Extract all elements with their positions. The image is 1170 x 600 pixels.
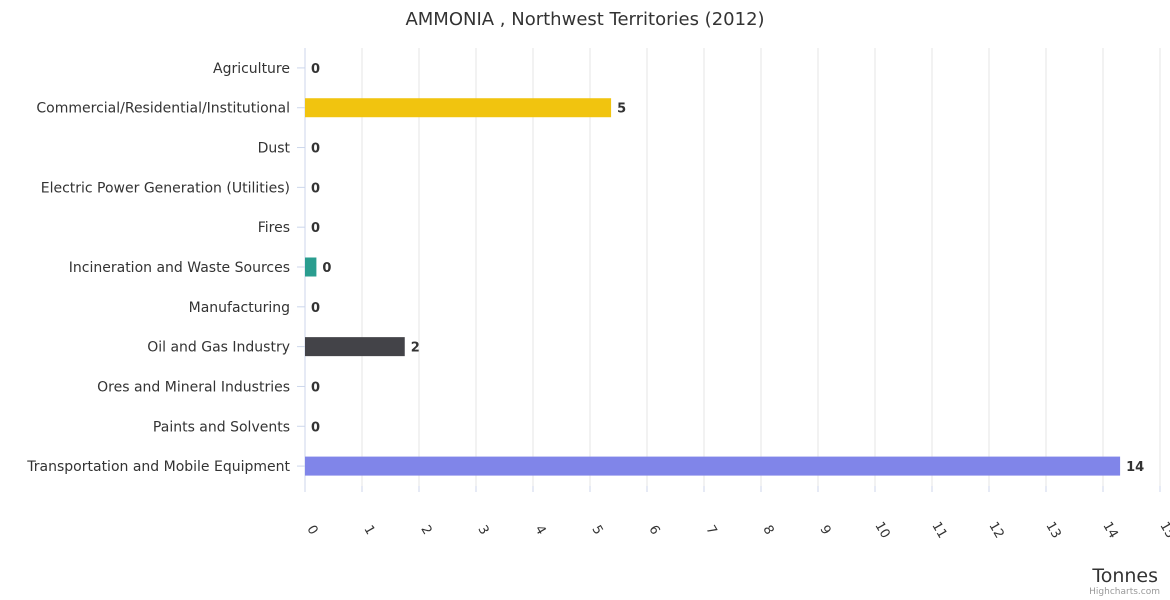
bar[interactable] (305, 337, 405, 357)
tick-label: 12 (985, 519, 1006, 541)
data-labels: 0 5 0 0 0 0 0 2 0 0 14 (311, 62, 1144, 475)
bars (305, 98, 1121, 476)
category-label: Manufacturing (189, 300, 290, 316)
category-label: Commercial/Residential/Institutional (36, 101, 290, 117)
data-label: 5 (617, 102, 626, 117)
data-label: 0 (311, 142, 320, 157)
tick-label: 8 (759, 523, 776, 538)
tick-label: 2 (417, 523, 434, 538)
tick-label: 14 (1099, 519, 1120, 541)
bar[interactable] (305, 257, 317, 277)
category-labels: Agriculture Commercial/Residential/Instit… (26, 61, 305, 475)
tick-label: 15 (1156, 519, 1170, 541)
bar[interactable] (305, 98, 612, 118)
data-label: 14 (1126, 460, 1144, 475)
category-label: Ores and Mineral Industries (97, 379, 290, 395)
category-label: Transportation and Mobile Equipment (26, 459, 290, 475)
tick-label: 0 (303, 523, 320, 538)
tick-label: 6 (645, 523, 662, 538)
bar[interactable] (305, 456, 1121, 476)
data-label: 0 (311, 62, 320, 77)
data-label: 0 (311, 181, 320, 196)
tick-label: 3 (474, 523, 491, 538)
tick-label: 5 (588, 523, 605, 538)
data-label: 0 (311, 380, 320, 395)
tick-label: 1 (360, 523, 377, 538)
category-label: Oil and Gas Industry (147, 340, 290, 356)
tick-labels: 0 1 2 3 4 5 6 7 8 9 10 11 12 13 14 15 (303, 519, 1170, 541)
data-label: 0 (322, 261, 331, 276)
category-label: Dust (258, 141, 291, 157)
grid (304, 48, 1161, 492)
chart-title: AMMONIA , Northwest Territories (2012) (405, 9, 764, 30)
tick-label: 13 (1042, 519, 1063, 541)
data-label: 0 (311, 301, 320, 316)
category-label: Electric Power Generation (Utilities) (41, 180, 290, 196)
category-label: Incineration and Waste Sources (69, 260, 290, 276)
tick-label: 7 (702, 523, 719, 538)
value-axis-title: Tonnes (1091, 565, 1158, 587)
category-label: Fires (258, 220, 290, 236)
category-label: Agriculture (213, 61, 290, 77)
tick-label: 11 (928, 519, 949, 541)
tick-label: 10 (871, 519, 892, 541)
tick-label: 9 (816, 523, 833, 538)
credits-link[interactable]: Highcharts.com (1089, 587, 1160, 597)
data-label: 2 (411, 341, 420, 356)
data-label: 0 (311, 221, 320, 236)
category-label: Paints and Solvents (153, 419, 290, 435)
data-label: 0 (311, 420, 320, 435)
tick-label: 4 (531, 523, 548, 538)
